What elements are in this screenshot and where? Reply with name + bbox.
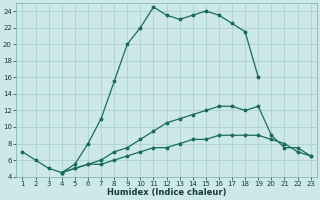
X-axis label: Humidex (Indice chaleur): Humidex (Indice chaleur) [107, 188, 226, 197]
